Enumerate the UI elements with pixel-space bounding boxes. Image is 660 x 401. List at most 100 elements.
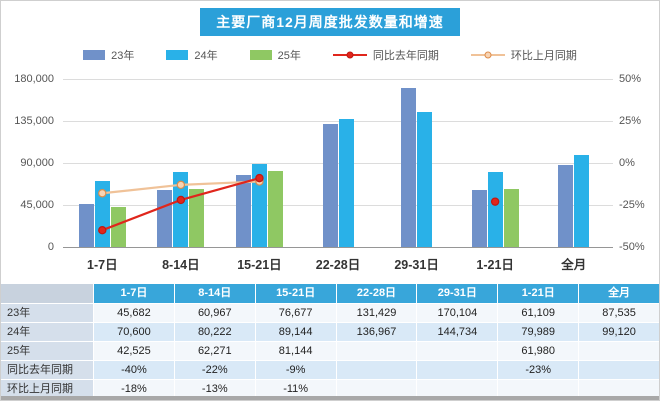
line-series-overlay: [98, 173, 500, 235]
gridline: [63, 247, 613, 248]
legend-item-同比去年同期: 同比去年同期: [332, 47, 439, 63]
table-cell-23年-1-21日: 61,109: [498, 304, 579, 322]
x-label-15-21日: 15-21日: [237, 258, 282, 272]
col-header-1-7日: 1-7日: [94, 284, 174, 303]
table-cell-同比去年同期-8-14日: -22%: [174, 361, 255, 379]
table-cell-环比上月同期-29-31日: [417, 380, 498, 398]
table-cell-24年-1-7日: 70,600: [94, 323, 174, 341]
table-cell-23年-22-28日: 131,429: [336, 304, 417, 322]
bar-series-container: [63, 79, 613, 247]
bar-24年-全月: [574, 154, 590, 247]
legend-label: 23年: [111, 50, 135, 62]
legend-label: 25年: [277, 50, 301, 62]
marker-dot-icon: [484, 51, 492, 59]
table-cell-同比去年同期-22-28日: [336, 361, 417, 379]
table-cell-25年-15-21日: 81,144: [255, 342, 336, 360]
table-cell-同比去年同期-15-21日: -9%: [255, 361, 336, 379]
legend-item-23年: 23年: [83, 47, 134, 63]
table-cell-23年-29-31日: 170,104: [417, 304, 498, 322]
x-label-8-14日: 8-14日: [162, 258, 200, 272]
legend-item-24年: 24年: [166, 47, 218, 63]
marker-同比去年同期-15-21日: [255, 173, 264, 183]
table-cell-24年-22-28日: 136,967: [336, 323, 417, 341]
bar-23年-22-28日: [322, 124, 338, 247]
bar-swatch-icon: [166, 50, 189, 60]
marker-同比去年同期-8-14日: [176, 195, 186, 205]
left-tick-label: 45,000: [20, 199, 54, 211]
table-cell-25年-1-21日: 61,980: [498, 342, 579, 360]
data-table: 1-7日 8-14日 15-21日 22-28日 29-31日 1-21日 全月 23年 45,…: [1, 284, 659, 398]
table-cell-环比上月同期-1-7日: -18%: [94, 380, 174, 398]
right-tick-label: 50%: [619, 73, 642, 85]
gridline: [63, 79, 613, 80]
col-header-全月: 全月: [579, 284, 659, 303]
bar-24年-15-21日: [251, 163, 267, 247]
bar-group-15-21日: [220, 79, 299, 247]
x-axis: 1-7日 8-14日 15-21日 22-28日 29-31日 1-21日 全月: [63, 254, 613, 273]
bar-23年-全月: [558, 165, 574, 247]
table-cell-环比上月同期-1-21日: [498, 380, 579, 398]
bar-23年-29-31日: [401, 88, 417, 247]
chart-legend: 23年 24年 25年 同比去年同期 环比上月同期: [1, 47, 659, 63]
marker-同比去年同期-1-7日: [98, 225, 107, 235]
x-label-29-31日: 29-31日: [394, 258, 439, 272]
gridline: [63, 163, 613, 164]
gridline: [63, 121, 613, 122]
title-bar: 主要厂商12月周度批发数量和增速: [1, 8, 659, 36]
legend-item-25年: 25年: [249, 47, 301, 63]
right-tick-label: 25%: [619, 115, 642, 127]
x-label-1-7日: 1-7日: [87, 258, 118, 272]
bar-25年-8-14日: [189, 188, 205, 247]
legend-item-环比上月同期: 环比上月同期: [470, 47, 577, 63]
bar-24年-1-21日: [487, 172, 503, 247]
table-cell-环比上月同期-22-28日: [336, 380, 417, 398]
table-cell-环比上月同期-8-14日: -13%: [174, 380, 255, 398]
left-tick-label: 90,000: [20, 157, 54, 169]
table-cell-23年-1-7日: 45,682: [94, 304, 174, 322]
left-tick-label: 0: [47, 241, 54, 253]
table-cell-24年-15-21日: 89,144: [255, 323, 336, 341]
table-cell-23年-8-14日: 60,967: [174, 304, 255, 322]
table-cell-24年-8-14日: 80,222: [174, 323, 255, 341]
col-header-8-14日: 8-14日: [174, 284, 255, 303]
table-cell-25年-1-7日: 42,525: [94, 342, 174, 360]
x-label-1-21日: 1-21日: [476, 258, 514, 272]
bar-swatch-icon: [249, 50, 272, 60]
table-cell-24年-1-21日: 79,989: [498, 323, 579, 341]
table-cell-24年-29-31日: 144,734: [417, 323, 498, 341]
x-label-全月: 全月: [561, 258, 587, 272]
bar-24年-8-14日: [173, 172, 189, 247]
marker-dot-icon: [346, 51, 354, 59]
table-cell-环比上月同期-全月: [579, 380, 659, 398]
table-cell-同比去年同期-29-31日: [417, 361, 498, 379]
table-cell-同比去年同期-1-7日: -40%: [94, 361, 174, 379]
legend-label: 24年: [194, 50, 218, 62]
bar-24年-22-28日: [338, 119, 354, 247]
bottom-edge: [1, 396, 659, 400]
row-label-25年: 25年: [1, 342, 93, 360]
table-cell-环比上月同期-15-21日: -11%: [255, 380, 336, 398]
plot-area: [63, 79, 613, 248]
marker-同比去年同期-1-21日: [490, 197, 500, 206]
line-swatch-icon: [470, 51, 505, 59]
bar-23年-1-7日: [78, 204, 94, 247]
right-tick-label: -50%: [619, 241, 645, 253]
bar-swatch-icon: [83, 50, 106, 60]
bar-group-29-31日: [377, 79, 456, 247]
bar-25年-15-21日: [267, 171, 283, 247]
left-tick-label: 135,000: [14, 115, 54, 127]
bar-group-8-14日: [142, 79, 221, 247]
bar-group-22-28日: [299, 79, 378, 247]
gridline: [63, 205, 613, 206]
left-tick-label: 180,000: [14, 73, 54, 85]
marker-环比上月同期-1-7日: [98, 189, 107, 198]
col-header-15-21日: 15-21日: [255, 284, 336, 303]
legend-label: 同比去年同期: [372, 50, 439, 62]
left-axis: 180,000 135,000 90,000 45,000 0: [1, 73, 59, 253]
row-label-23年: 23年: [1, 304, 93, 322]
page-title: 主要厂商12月周度批发数量和增速: [200, 8, 460, 36]
col-header-22-28日: 22-28日: [336, 284, 417, 303]
bar-group-全月: [534, 79, 613, 247]
row-label-同比去年同期: 同比去年同期: [1, 361, 93, 379]
